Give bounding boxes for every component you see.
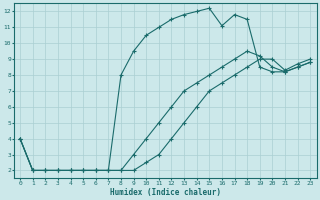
X-axis label: Humidex (Indice chaleur): Humidex (Indice chaleur) [110,188,220,197]
